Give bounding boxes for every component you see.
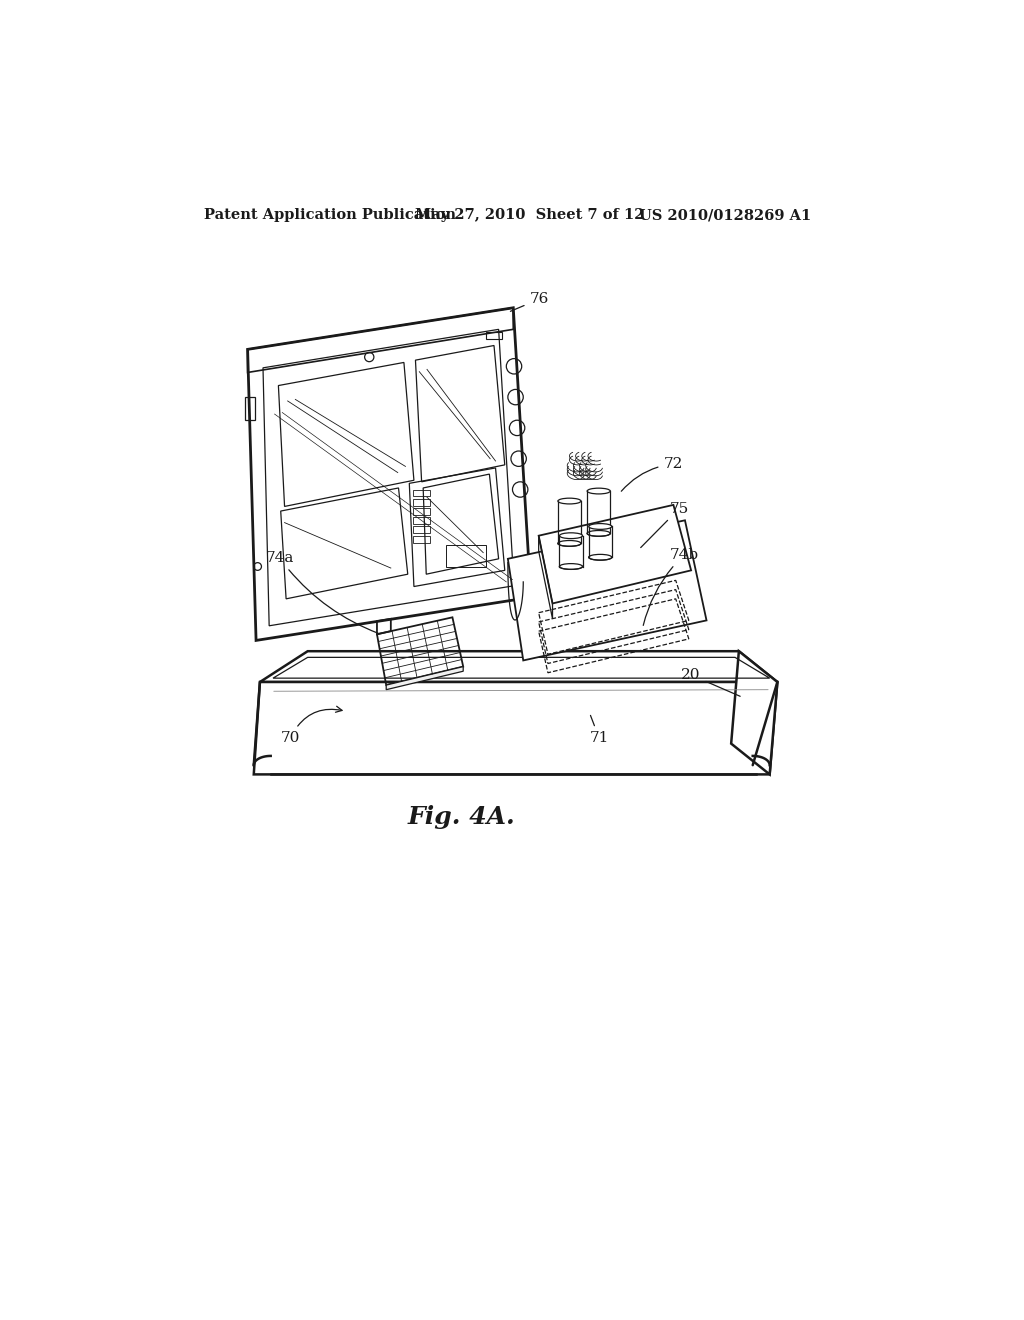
Bar — [413, 490, 430, 496]
Polygon shape — [508, 520, 707, 660]
Bar — [413, 536, 430, 543]
Polygon shape — [731, 651, 777, 775]
Text: 74b: 74b — [643, 548, 698, 626]
Bar — [413, 499, 430, 506]
Ellipse shape — [589, 524, 611, 529]
Text: Fig. 4A.: Fig. 4A. — [408, 805, 515, 829]
Text: 75: 75 — [641, 502, 689, 548]
Bar — [413, 508, 430, 515]
Bar — [486, 331, 502, 339]
Text: US 2010/0128269 A1: US 2010/0128269 A1 — [639, 209, 811, 222]
Bar — [245, 397, 255, 420]
Polygon shape — [260, 651, 777, 682]
Polygon shape — [386, 667, 463, 689]
Polygon shape — [254, 682, 777, 775]
Bar — [413, 517, 430, 524]
Text: 74a: 74a — [265, 550, 378, 634]
Text: Patent Application Publication: Patent Application Publication — [204, 209, 456, 222]
Text: 20: 20 — [681, 668, 740, 696]
Text: May 27, 2010  Sheet 7 of 12: May 27, 2010 Sheet 7 of 12 — [416, 209, 645, 222]
Bar — [446, 545, 486, 566]
Text: 72: 72 — [622, 457, 683, 491]
Ellipse shape — [587, 488, 610, 494]
Text: 76: 76 — [510, 292, 549, 312]
Text: 71: 71 — [590, 715, 609, 744]
Ellipse shape — [559, 533, 583, 539]
Bar — [413, 527, 430, 533]
Text: 70: 70 — [281, 706, 342, 744]
Ellipse shape — [558, 498, 581, 504]
Polygon shape — [539, 506, 691, 603]
